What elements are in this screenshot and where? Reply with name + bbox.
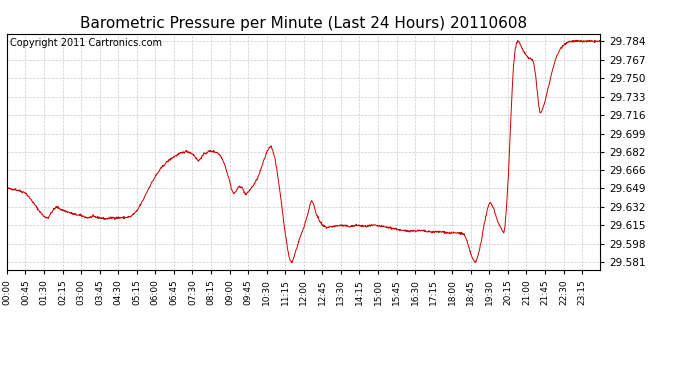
Text: Copyright 2011 Cartronics.com: Copyright 2011 Cartronics.com <box>10 39 162 48</box>
Title: Barometric Pressure per Minute (Last 24 Hours) 20110608: Barometric Pressure per Minute (Last 24 … <box>80 16 527 31</box>
